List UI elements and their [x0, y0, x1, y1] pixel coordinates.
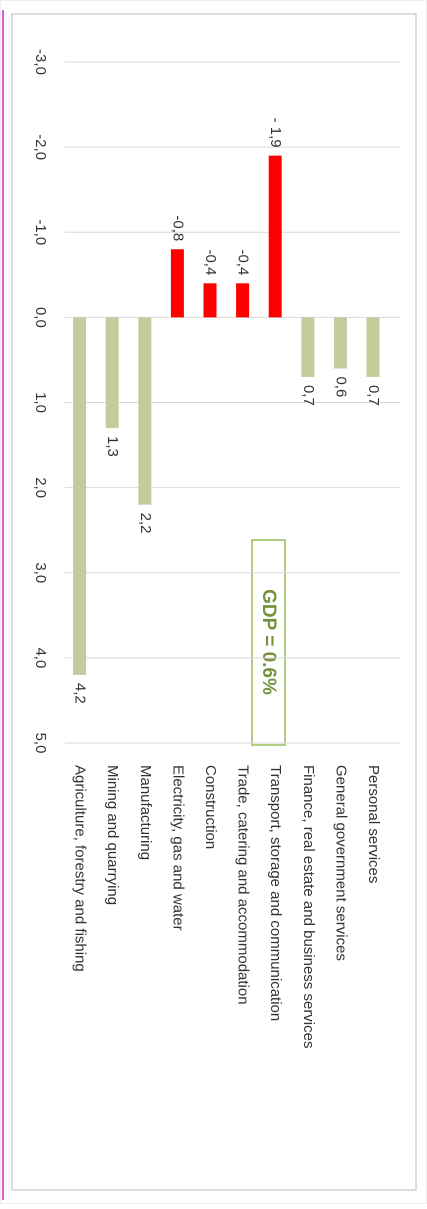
data-label: -0,4 — [202, 249, 219, 275]
category-label: Construction — [202, 765, 219, 849]
x-tick-label: 0,0 — [32, 307, 49, 328]
data-label: 0,7 — [365, 385, 382, 406]
category-label: Mining and quarrying — [104, 765, 121, 905]
bar — [170, 249, 184, 318]
bar — [366, 317, 380, 377]
category-label: General government services — [332, 765, 349, 961]
category-label: Electricity, gas and water — [169, 765, 186, 931]
x-tick-label: 4,0 — [32, 647, 49, 668]
x-tick-label: -3,0 — [32, 49, 49, 75]
x-tick-label: 1,0 — [32, 392, 49, 413]
data-label: -0,4 — [235, 249, 252, 275]
bar — [236, 283, 250, 318]
data-label: - 1,9 — [267, 118, 284, 148]
annotation-box — [251, 539, 286, 746]
x-tick-label: -1,0 — [32, 219, 49, 245]
bar — [138, 317, 152, 505]
data-label: -0,8 — [169, 215, 186, 241]
data-label: 4,2 — [72, 683, 89, 704]
data-label: 0,6 — [332, 376, 349, 397]
category-label: Agriculture, forestry and fishing — [72, 765, 89, 972]
category-label: Finance, real estate and business servic… — [300, 765, 317, 1048]
data-label: 0,7 — [300, 385, 317, 406]
bar — [333, 317, 347, 369]
bar — [301, 317, 315, 377]
x-tick-label: 2,0 — [32, 477, 49, 498]
x-tick-label: -2,0 — [32, 134, 49, 160]
x-tick-label: 5,0 — [32, 733, 49, 754]
annotation: GDP = 0.6% — [258, 589, 279, 695]
bar — [203, 283, 217, 318]
category-label: Trade, catering and accommodation — [235, 765, 252, 1005]
bar — [105, 317, 119, 429]
chart-frame — [11, 13, 417, 1191]
category-label: Manufacturing — [137, 765, 154, 860]
x-tick-label: 3,0 — [32, 562, 49, 583]
bar — [268, 155, 282, 318]
bar — [73, 317, 87, 675]
data-label: 2,2 — [137, 513, 154, 534]
category-label: Transport, storage and communication — [267, 765, 284, 1021]
data-label: 1,3 — [104, 436, 121, 457]
category-label: Personal services — [365, 765, 382, 883]
plot: GDP = 0.6% -3,0 -2,0 -1,0 0,0 1,0 2,0 3,0 4,0 5,… — [32, 49, 400, 1048]
